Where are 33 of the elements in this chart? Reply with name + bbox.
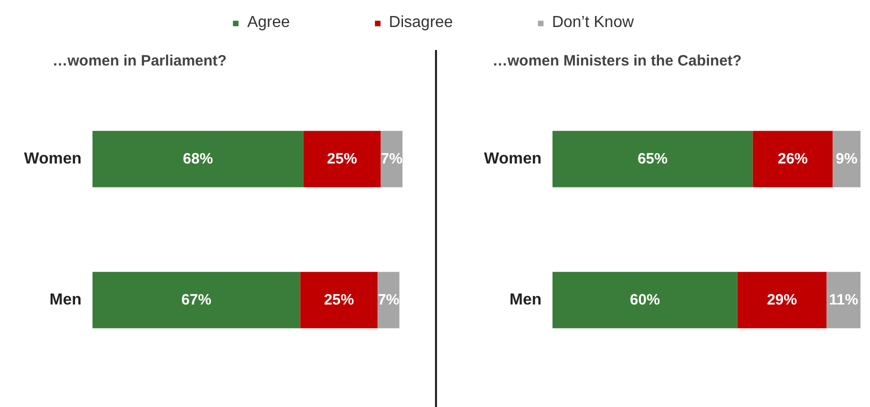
data-label: 26% bbox=[778, 150, 808, 168]
data-label: 60% bbox=[630, 292, 660, 309]
chart-title: …women Ministers in the Cabinet? bbox=[492, 52, 742, 70]
data-label: 7% bbox=[380, 150, 402, 168]
data-label: 25% bbox=[327, 150, 358, 168]
bar bbox=[300, 272, 378, 328]
bar bbox=[378, 272, 400, 328]
data-label: 25% bbox=[324, 292, 354, 309]
legend-label: Don’t Know bbox=[552, 14, 634, 32]
bar bbox=[552, 272, 738, 328]
y-tick-label: Women bbox=[24, 150, 82, 168]
bar bbox=[303, 130, 381, 188]
bar bbox=[92, 272, 300, 328]
bar bbox=[826, 272, 860, 328]
data-label: 9% bbox=[836, 150, 858, 168]
data-label: 29% bbox=[766, 292, 797, 309]
legend-label: Disagree bbox=[388, 14, 453, 32]
legend-label: Agree bbox=[247, 14, 290, 32]
y-tick-label: Women bbox=[484, 150, 542, 168]
bar bbox=[92, 130, 304, 188]
data-label: 67% bbox=[181, 292, 212, 309]
y-tick-label: Men bbox=[50, 292, 82, 309]
bar bbox=[832, 130, 860, 188]
chart-title: …women in Parliament? bbox=[52, 52, 227, 70]
bar bbox=[552, 130, 753, 188]
bar bbox=[380, 130, 402, 188]
data-label: 65% bbox=[638, 150, 668, 168]
y-tick-label: Men bbox=[510, 292, 542, 309]
data-label: 11% bbox=[828, 292, 858, 309]
bar bbox=[737, 272, 827, 328]
data-label: 7% bbox=[378, 292, 400, 309]
data-label: 68% bbox=[182, 150, 213, 168]
bar bbox=[752, 130, 833, 188]
